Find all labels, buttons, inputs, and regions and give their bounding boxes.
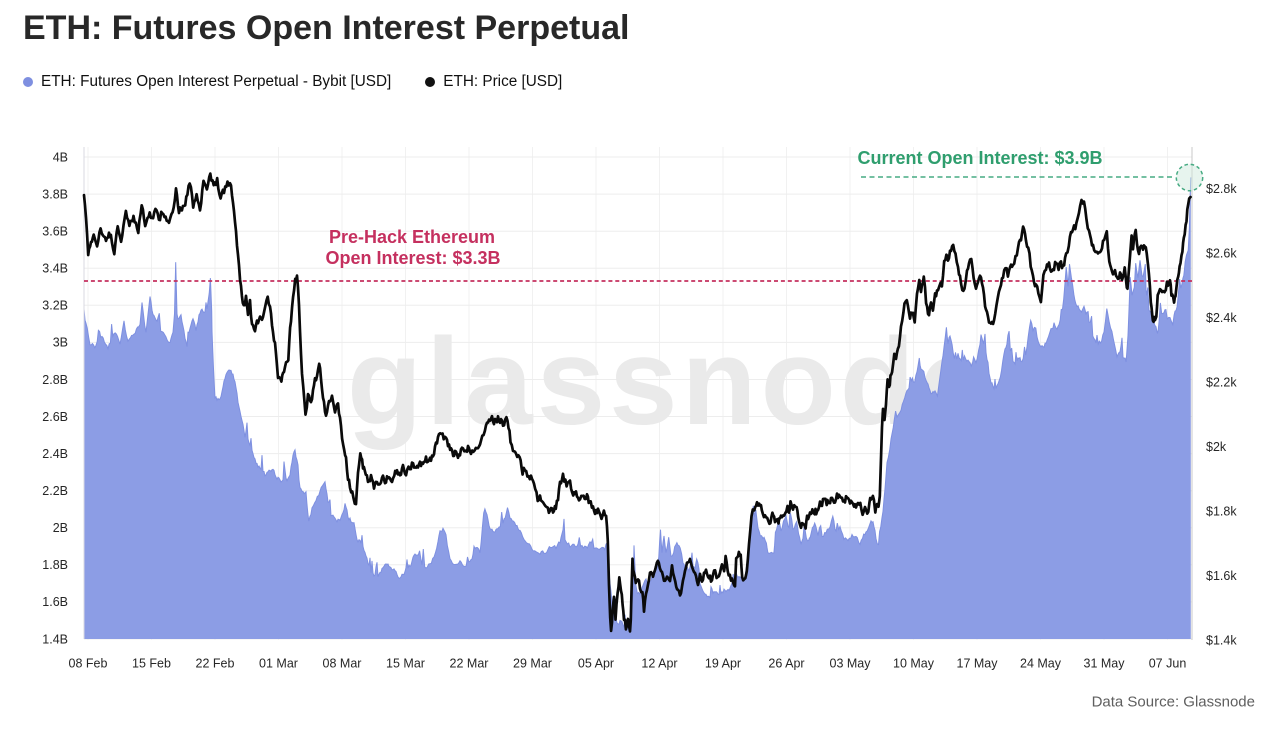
svg-text:Open Interest: $3.3B: Open Interest: $3.3B [325, 248, 500, 268]
svg-text:19 Apr: 19 Apr [705, 657, 741, 671]
svg-text:08 Feb: 08 Feb [69, 657, 108, 671]
svg-text:Pre-Hack Ethereum: Pre-Hack Ethereum [329, 227, 495, 247]
svg-text:1.6B: 1.6B [42, 595, 68, 609]
svg-text:07 Jun: 07 Jun [1149, 657, 1187, 671]
svg-text:2.8B: 2.8B [42, 373, 68, 387]
svg-text:01 Mar: 01 Mar [259, 657, 298, 671]
svg-text:$1.8k: $1.8k [1206, 504, 1237, 518]
svg-text:$2.4k: $2.4k [1206, 311, 1237, 325]
svg-text:22 Mar: 22 Mar [450, 657, 489, 671]
svg-text:22 Feb: 22 Feb [196, 657, 235, 671]
svg-text:3.4B: 3.4B [42, 262, 68, 276]
svg-text:1.4B: 1.4B [42, 632, 68, 646]
svg-text:26 Apr: 26 Apr [768, 657, 804, 671]
svg-text:3B: 3B [53, 336, 68, 350]
svg-text:2.4B: 2.4B [42, 447, 68, 461]
svg-text:12 Apr: 12 Apr [641, 657, 677, 671]
svg-text:29 Mar: 29 Mar [513, 657, 552, 671]
svg-text:08 Mar: 08 Mar [323, 657, 362, 671]
svg-text:3.8B: 3.8B [42, 187, 68, 201]
svg-text:3.2B: 3.2B [42, 299, 68, 313]
svg-text:15 Feb: 15 Feb [132, 657, 171, 671]
svg-text:2.2B: 2.2B [42, 484, 68, 498]
svg-text:1.8B: 1.8B [42, 558, 68, 572]
svg-text:Current Open Interest: $3.9B: Current Open Interest: $3.9B [857, 148, 1102, 168]
svg-text:$1.6k: $1.6k [1206, 569, 1237, 583]
svg-text:4B: 4B [53, 150, 68, 164]
svg-text:24 May: 24 May [1020, 657, 1062, 671]
svg-text:Data Source: Glassnode: Data Source: Glassnode [1092, 694, 1255, 711]
svg-text:$2.6k: $2.6k [1206, 246, 1237, 260]
svg-text:17 May: 17 May [957, 657, 999, 671]
svg-text:2B: 2B [53, 521, 68, 535]
svg-text:05 Apr: 05 Apr [578, 657, 614, 671]
svg-text:$2k: $2k [1206, 440, 1227, 454]
svg-text:2.6B: 2.6B [42, 410, 68, 424]
svg-text:03 May: 03 May [830, 657, 872, 671]
svg-text:3.6B: 3.6B [42, 225, 68, 239]
svg-text:$2.2k: $2.2k [1206, 375, 1237, 389]
svg-text:10 May: 10 May [893, 657, 935, 671]
svg-text:$1.4k: $1.4k [1206, 633, 1237, 647]
svg-text:$2.8k: $2.8k [1206, 182, 1237, 196]
svg-text:31 May: 31 May [1084, 657, 1126, 671]
svg-text:15 Mar: 15 Mar [386, 657, 425, 671]
